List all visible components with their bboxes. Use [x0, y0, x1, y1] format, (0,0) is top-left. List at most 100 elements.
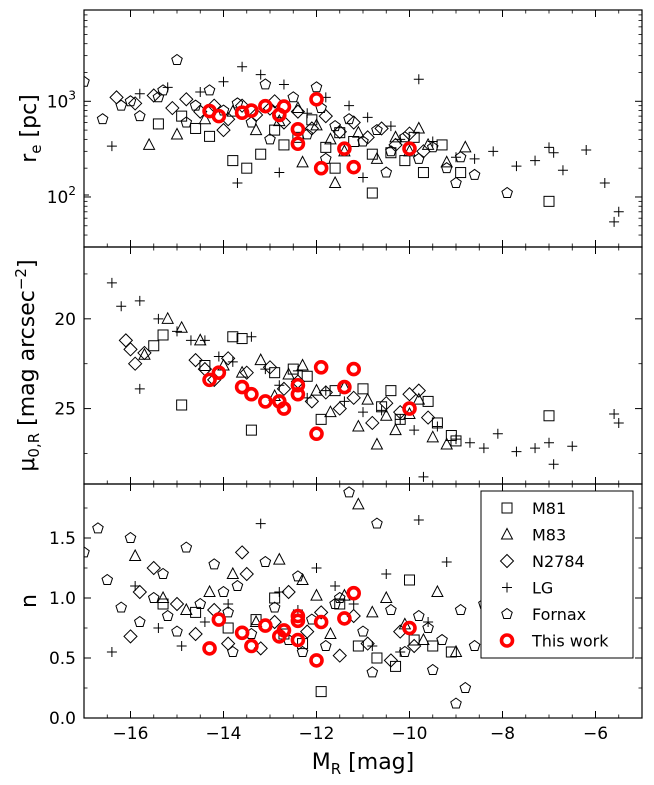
n-fornax-point-15: [259, 555, 272, 567]
re-m83-point-17: [296, 155, 309, 168]
re-this-work-point-10: [313, 160, 329, 176]
mu-this-work-point-6: [276, 401, 292, 416]
n-n2784-point-11: [281, 584, 296, 600]
re-fornax-point-18: [357, 135, 369, 147]
re-fornax-point-29: [380, 166, 393, 178]
re-lg-point-27: [84, 189, 89, 200]
legend-marker-m83: [500, 527, 514, 540]
n-fornax-point-24: [371, 517, 383, 529]
mu-m81-point-20: [543, 410, 555, 422]
x-axis-label: MR [mag]: [312, 750, 414, 778]
re-m83-point-2: [198, 112, 212, 125]
mu-lg-point-33: [134, 383, 145, 394]
re-lg-point-0: [106, 141, 117, 152]
re-m81-point-5: [241, 162, 253, 174]
y-tick-label: 0.5: [49, 649, 76, 669]
re-lg-point-17: [488, 146, 499, 157]
mu-lg-point-16: [358, 407, 368, 418]
y-tick-label: 102: [47, 184, 76, 208]
re-m81-point-17: [408, 131, 420, 143]
n-m83-point-7: [296, 572, 309, 585]
re-n2784-point-2: [146, 88, 161, 103]
mu-m81-point-14: [385, 385, 397, 397]
y-tick-label: 1.5: [49, 529, 76, 549]
n-lg-point-6: [255, 518, 266, 529]
n-lg-point-11: [348, 599, 359, 609]
re-this-work-point-11: [337, 141, 352, 156]
y-axis-label-n: n: [17, 594, 42, 608]
mu-m83-point-20: [426, 430, 440, 443]
n-this-work-point-11: [313, 614, 329, 630]
mu-lg-point-26: [511, 446, 522, 457]
n-lg-point-1: [130, 581, 141, 591]
n-m81-point-6: [315, 686, 327, 698]
re-fornax-point-24: [440, 162, 453, 174]
re-m81-point-6: [255, 148, 267, 160]
n-n2784-point-7: [234, 545, 250, 560]
mu-lg-point-23: [464, 437, 475, 448]
y-tick-label: 25: [54, 400, 76, 420]
x-tick-label: −8: [490, 724, 515, 744]
re-fornax-point-26: [468, 168, 481, 180]
n-m81-point-0: [157, 598, 169, 610]
n-this-work-point-12: [337, 611, 352, 626]
n-n2784-point-19: [406, 638, 422, 654]
mu-m81-point-9: [301, 370, 313, 382]
n-this-work-point-0: [202, 641, 217, 656]
re-fornax-point-1: [96, 113, 109, 125]
n-m83-point-2: [179, 602, 193, 615]
re-lg-point-16: [469, 153, 480, 164]
legend: M81 M83 N2784 LG Fornax This work: [480, 490, 634, 659]
re-fornax-point-28: [450, 176, 462, 188]
re-lg-point-22: [557, 165, 568, 176]
n-this-work-point-9: [290, 632, 306, 648]
x-tick-label: −6: [583, 724, 608, 744]
mu-m81-point-12: [357, 383, 369, 395]
legend-box: [480, 490, 634, 659]
n-fornax-point-25: [385, 603, 397, 615]
n-this-work-point-4: [258, 618, 273, 633]
n-fornax-point-12: [222, 606, 234, 618]
re-lg-point-11: [362, 112, 373, 123]
mu-m81-point-6: [245, 424, 257, 436]
n-m83-point-17: [449, 644, 463, 657]
mu-lg-point-32: [613, 417, 624, 428]
n-this-work-point-13: [346, 585, 362, 601]
n-m81-point-11: [408, 634, 420, 646]
mu-n2784-point-8: [239, 365, 254, 380]
re-n2784-point-4: [179, 92, 194, 107]
mu-lg-point-7: [213, 351, 224, 362]
re-this-work-point-7: [290, 121, 306, 137]
mu-lg-point-0: [106, 277, 117, 288]
y-axis-label-re: re [pc]: [17, 94, 45, 163]
re-m81-point-9: [292, 131, 304, 143]
n-fornax-point-3: [115, 601, 128, 613]
re-n2784-point-1: [127, 96, 143, 111]
n-n2784-point-8: [239, 566, 254, 582]
n-fornax-point-32: [468, 639, 481, 651]
n-fornax-point-23: [357, 625, 369, 637]
re-fornax-point-0: [84, 75, 90, 87]
re-fornax-point-23: [426, 141, 439, 153]
re-m83-point-16: [458, 140, 472, 153]
mu-lg-point-27: [530, 443, 541, 454]
n-fornax-point-11: [208, 558, 221, 570]
re-m83-point-11: [370, 151, 384, 164]
re-lg-point-18: [511, 161, 522, 172]
n-fornax-point-18: [292, 570, 304, 582]
re-fornax-point-34: [157, 84, 169, 96]
n-lg-point-0: [106, 647, 117, 657]
n-m83-point-8: [310, 588, 323, 601]
panel-n-points: [84, 486, 490, 709]
mu-n2784-point-0: [118, 333, 134, 348]
mu-lg-point-20: [418, 471, 429, 482]
re-m81-point-23: [329, 162, 341, 174]
re-lg-point-6: [255, 69, 266, 80]
n-n2784-point-17: [383, 653, 399, 668]
n-m83-point-4: [226, 566, 240, 579]
re-lg-point-8: [302, 108, 313, 119]
n-lg-point-12: [367, 641, 378, 651]
legend-label-fornax: Fornax: [532, 605, 586, 624]
re-lg-point-24: [599, 177, 610, 188]
n-m81-point-14: [404, 574, 415, 586]
